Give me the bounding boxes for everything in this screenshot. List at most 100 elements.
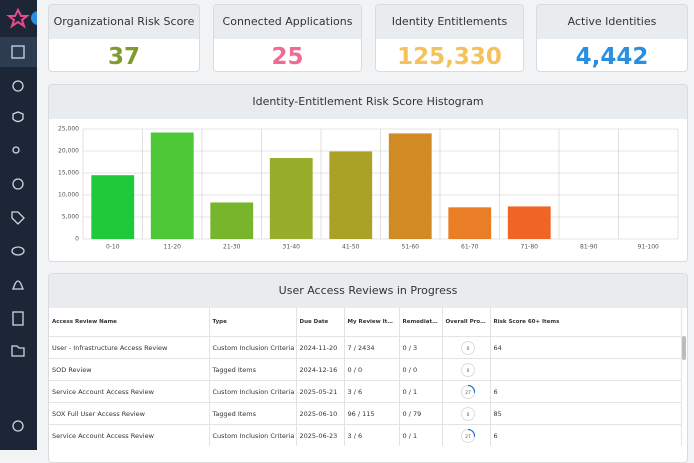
x-tick-label: 51-60 xyxy=(402,244,420,251)
table-cell: 2025-06-23 xyxy=(296,424,345,446)
column-header: Due Date xyxy=(296,308,345,337)
table-cell: Service Account Access Review xyxy=(49,424,210,446)
y-tick-label: 25,000 xyxy=(58,126,79,133)
table-cell: 2024-11-20 xyxy=(296,336,345,359)
bar xyxy=(388,133,432,239)
table-row: Service Account Access Review Custom Incl… xyxy=(49,380,682,403)
table-body: User - Infrastructure Access Review Custo… xyxy=(49,336,682,446)
table-cell: Tagged Items xyxy=(209,402,297,425)
y-tick-label: 20,000 xyxy=(58,148,79,155)
progress-ring: 27 xyxy=(460,428,475,443)
progress-cell: 0 xyxy=(442,358,491,381)
table-cell: 0 / 79 xyxy=(399,402,443,425)
table-cell: Custom Inclusion Criteria xyxy=(209,336,297,359)
ring-track xyxy=(460,362,475,377)
table-cell: Service Account Access Review xyxy=(49,380,210,403)
progress-cell: 0 xyxy=(442,402,491,425)
bar xyxy=(269,158,313,239)
header-row: Access Review Name Type Due Date My Review … xyxy=(49,308,682,337)
scrollbar[interactable] xyxy=(682,336,686,360)
x-tick-label: 41-50 xyxy=(342,244,360,251)
table-cell: Custom Inclusion Criteria xyxy=(209,424,297,446)
table-head: Access Review Name Type Due Date My Review … xyxy=(49,308,682,337)
chart: 0 5,000 10,000 15,000 20,000 25,000 0-10 11-20 2… xyxy=(58,126,679,251)
progress-label: 27 xyxy=(465,434,471,440)
kpi-card: Active Identities 4,442 xyxy=(536,4,688,72)
table-cell: 0 / 1 xyxy=(399,424,443,446)
bar xyxy=(150,132,194,239)
table-cell: 0 / 3 xyxy=(399,336,443,359)
bar xyxy=(448,207,492,239)
y-tick-label: 0 xyxy=(75,236,79,243)
bar xyxy=(507,206,551,239)
table-cell: 0 / 0 xyxy=(344,358,400,381)
table-row: User - Infrastructure Access Review Custo… xyxy=(49,336,682,359)
nav-shield[interactable] xyxy=(12,111,24,123)
kpi-value: 37 xyxy=(107,44,140,70)
column-header: Type xyxy=(209,308,297,337)
nav-alerts[interactable] xyxy=(12,280,24,290)
x-tick-label: 81-90 xyxy=(580,244,598,251)
sidebar xyxy=(0,0,45,450)
table-cell: 6 xyxy=(490,424,682,446)
column-header: Risk Score 60+ Items xyxy=(490,308,682,337)
expand-button[interactable] xyxy=(31,11,45,25)
nav-settings[interactable] xyxy=(12,420,24,432)
y-tick-label: 15,000 xyxy=(58,170,79,177)
y-tick-label: 10,000 xyxy=(58,192,79,199)
table-cell: 7 / 2434 xyxy=(344,336,400,359)
kpi-title: Connected Applications xyxy=(214,5,361,39)
reviews-panel: User Access Reviews in Progress Access R… xyxy=(48,273,688,463)
kpi-title: Organizational Risk Score xyxy=(49,5,199,39)
progress-ring: 0 xyxy=(460,362,475,377)
column-header: Access Review Name xyxy=(49,308,210,337)
table-cell: 85 xyxy=(490,402,682,425)
progress-ring: 0 xyxy=(460,340,475,355)
nav-apps[interactable] xyxy=(12,80,24,92)
column-header: Remediation xyxy=(399,308,443,337)
progress-ring: 0 xyxy=(460,406,475,421)
bar xyxy=(91,175,135,239)
chart-title: Identity-Entitlement Risk Score Histogra… xyxy=(49,85,687,119)
ring-progress xyxy=(467,428,475,437)
kpi-card: Organizational Risk Score 37 xyxy=(48,4,200,72)
progress-cell: 0 xyxy=(442,336,491,359)
nav-folders[interactable] xyxy=(11,345,25,357)
progress-label: 0 xyxy=(466,368,469,374)
table-cell: 0 / 0 xyxy=(399,358,443,381)
nav-identity[interactable] xyxy=(12,178,24,190)
table-cell: 96 / 115 xyxy=(344,402,400,425)
bar xyxy=(210,202,254,239)
nav-reports[interactable] xyxy=(12,311,24,326)
table-title: User Access Reviews in Progress xyxy=(49,274,687,308)
progress-cell: 27 xyxy=(442,380,491,403)
kpi-value: 4,442 xyxy=(575,44,649,70)
table-cell: 2025-05-21 xyxy=(296,380,345,403)
progress-label: 0 xyxy=(466,346,469,352)
y-tick-label: 5,000 xyxy=(62,214,79,221)
x-tick-label: 11-20 xyxy=(164,244,182,251)
table-cell: 64 xyxy=(490,336,682,359)
table-cell: 3 / 6 xyxy=(344,424,400,446)
x-tick-label: 0-10 xyxy=(106,244,120,251)
nav-users[interactable] xyxy=(12,146,20,154)
ring-track xyxy=(460,340,475,355)
nav-tags[interactable] xyxy=(11,211,25,225)
active-nav xyxy=(0,37,37,67)
sidebar-icons xyxy=(0,7,45,432)
histogram-panel: Identity-Entitlement Risk Score Histogra… xyxy=(48,84,688,262)
table-cell: User - Infrastructure Access Review xyxy=(49,336,210,359)
table-row: SOX Full User Access Review Tagged Items 2… xyxy=(49,402,682,425)
progress-cell: 27 xyxy=(442,424,491,446)
bar xyxy=(329,151,373,239)
reviews-table: Access Review Name Type Due Date My Review … xyxy=(49,308,682,446)
table-cell: 0 / 1 xyxy=(399,380,443,403)
table-row: Service Account Access Review Custom Incl… xyxy=(49,424,682,446)
logo xyxy=(6,7,30,29)
kpi-value: 25 xyxy=(271,44,304,70)
x-tick-label: 21-30 xyxy=(223,244,241,251)
nav-view[interactable] xyxy=(11,246,25,256)
column-header: Overall Progress xyxy=(442,308,491,337)
nav-dashboard[interactable] xyxy=(11,45,25,59)
